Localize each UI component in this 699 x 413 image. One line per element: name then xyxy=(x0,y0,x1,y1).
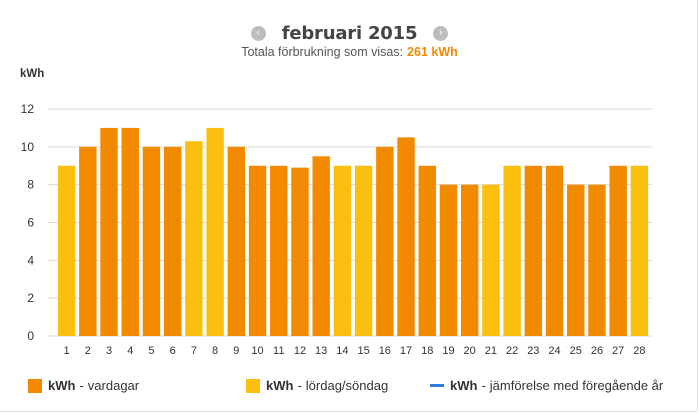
legend-item-comparison[interactable]: kWh - jämförelse med föregående år xyxy=(430,378,663,393)
y-axis-unit: kWh xyxy=(20,68,45,80)
bar[interactable] xyxy=(291,167,309,336)
bar[interactable] xyxy=(439,184,458,336)
bar[interactable] xyxy=(312,156,330,336)
legend-weekend-unit: kWh xyxy=(266,378,294,393)
bar[interactable] xyxy=(567,184,585,336)
total-label: Totala förbrukning som visas: xyxy=(241,45,404,59)
chart-title: februari 2015 xyxy=(281,22,418,44)
x-tick-label: 22 xyxy=(506,345,518,357)
x-tick-label: 23 xyxy=(527,345,539,357)
x-tick-label: 3 xyxy=(106,345,112,357)
x-tick-label: 5 xyxy=(148,345,154,357)
bar[interactable] xyxy=(333,165,352,336)
y-tick-label: 8 xyxy=(27,178,34,192)
bar[interactable] xyxy=(206,127,224,337)
total-value: 261 kWh xyxy=(407,45,458,59)
bar[interactable] xyxy=(524,165,543,336)
bar[interactable] xyxy=(185,141,203,336)
x-tick-label: 13 xyxy=(315,345,327,357)
x-tick-label: 1 xyxy=(64,345,70,357)
bar[interactable] xyxy=(163,146,182,336)
bar[interactable] xyxy=(609,165,627,336)
x-tick-label: 4 xyxy=(127,345,133,357)
bar[interactable] xyxy=(482,184,500,336)
x-tick-label: 26 xyxy=(591,345,603,357)
x-tick-label: 27 xyxy=(612,345,624,357)
bar[interactable] xyxy=(100,127,118,337)
x-tick-label: 12 xyxy=(294,345,306,357)
x-tick-label: 16 xyxy=(379,345,391,357)
bar[interactable] xyxy=(142,146,161,336)
x-tick-label: 17 xyxy=(400,345,412,357)
x-tick-label: 20 xyxy=(464,345,476,357)
legend-weekend-label: lördag/söndag xyxy=(305,378,389,393)
legend-swatch-comparison xyxy=(430,384,444,387)
legend-separator: - xyxy=(79,378,84,393)
chevron-right-icon: › xyxy=(439,27,443,38)
x-tick-label: 9 xyxy=(233,345,239,357)
y-tick-label: 10 xyxy=(21,140,35,154)
legend-item-weekday[interactable]: kWh - vardagar xyxy=(28,378,139,393)
chart-header: ‹ februari 2015 › Totala förbrukning som… xyxy=(0,18,699,60)
x-tick-label: 8 xyxy=(212,345,218,357)
x-tick-label: 25 xyxy=(570,345,582,357)
x-tick-label: 10 xyxy=(251,345,263,357)
x-tick-label: 14 xyxy=(336,345,348,357)
legend-item-weekend[interactable]: kWh - lördag/söndag xyxy=(246,378,388,393)
legend-weekday-unit: kWh xyxy=(48,378,76,393)
bar[interactable] xyxy=(376,146,394,336)
next-month-button[interactable]: › xyxy=(433,25,449,41)
bar[interactable] xyxy=(79,146,97,336)
legend-comparison-label: jämförelse med föregående år xyxy=(489,378,664,393)
x-tick-label: 7 xyxy=(191,345,197,357)
legend-separator: - xyxy=(481,378,486,393)
bar[interactable] xyxy=(121,127,139,337)
x-tick-label: 28 xyxy=(633,345,645,357)
chevron-left-icon: ‹ xyxy=(256,27,260,38)
y-tick-label: 6 xyxy=(27,216,34,230)
x-tick-label: 6 xyxy=(170,345,176,357)
bar[interactable] xyxy=(418,165,436,336)
bar[interactable] xyxy=(227,146,246,336)
x-tick-label: 2 xyxy=(85,345,91,357)
bar[interactable] xyxy=(57,165,76,336)
x-tick-label: 21 xyxy=(485,345,497,357)
bar[interactable] xyxy=(270,165,288,336)
prev-month-button[interactable]: ‹ xyxy=(250,25,266,41)
bar[interactable] xyxy=(630,165,649,336)
x-tick-label: 19 xyxy=(442,345,454,357)
legend: kWh - vardagar kWh - lördag/söndag kWh -… xyxy=(0,378,699,402)
title-row: ‹ februari 2015 › xyxy=(0,18,699,48)
legend-swatch-weekday xyxy=(28,378,42,393)
bar[interactable] xyxy=(545,165,564,336)
x-tick-label: 24 xyxy=(548,345,560,357)
bar[interactable] xyxy=(460,184,479,336)
bar[interactable] xyxy=(354,165,373,336)
x-tick-label: 18 xyxy=(421,345,433,357)
chart-subtitle: Totala förbrukning som visas: 261 kWh xyxy=(0,45,699,59)
x-tick-label: 15 xyxy=(357,345,369,357)
legend-weekday-label: vardagar xyxy=(87,378,140,393)
y-tick-label: 2 xyxy=(27,291,34,305)
y-tick-label: 4 xyxy=(27,253,34,267)
legend-swatch-weekend xyxy=(246,378,260,393)
bar[interactable] xyxy=(397,137,415,336)
legend-separator: - xyxy=(297,378,302,393)
bar[interactable] xyxy=(503,165,521,336)
y-tick-label: 12 xyxy=(21,102,35,116)
y-tick-label: 0 xyxy=(27,329,34,343)
x-tick-label: 11 xyxy=(273,345,284,357)
legend-comparison-unit: kWh xyxy=(450,378,478,393)
bar[interactable] xyxy=(588,184,606,336)
bar[interactable] xyxy=(248,165,267,336)
